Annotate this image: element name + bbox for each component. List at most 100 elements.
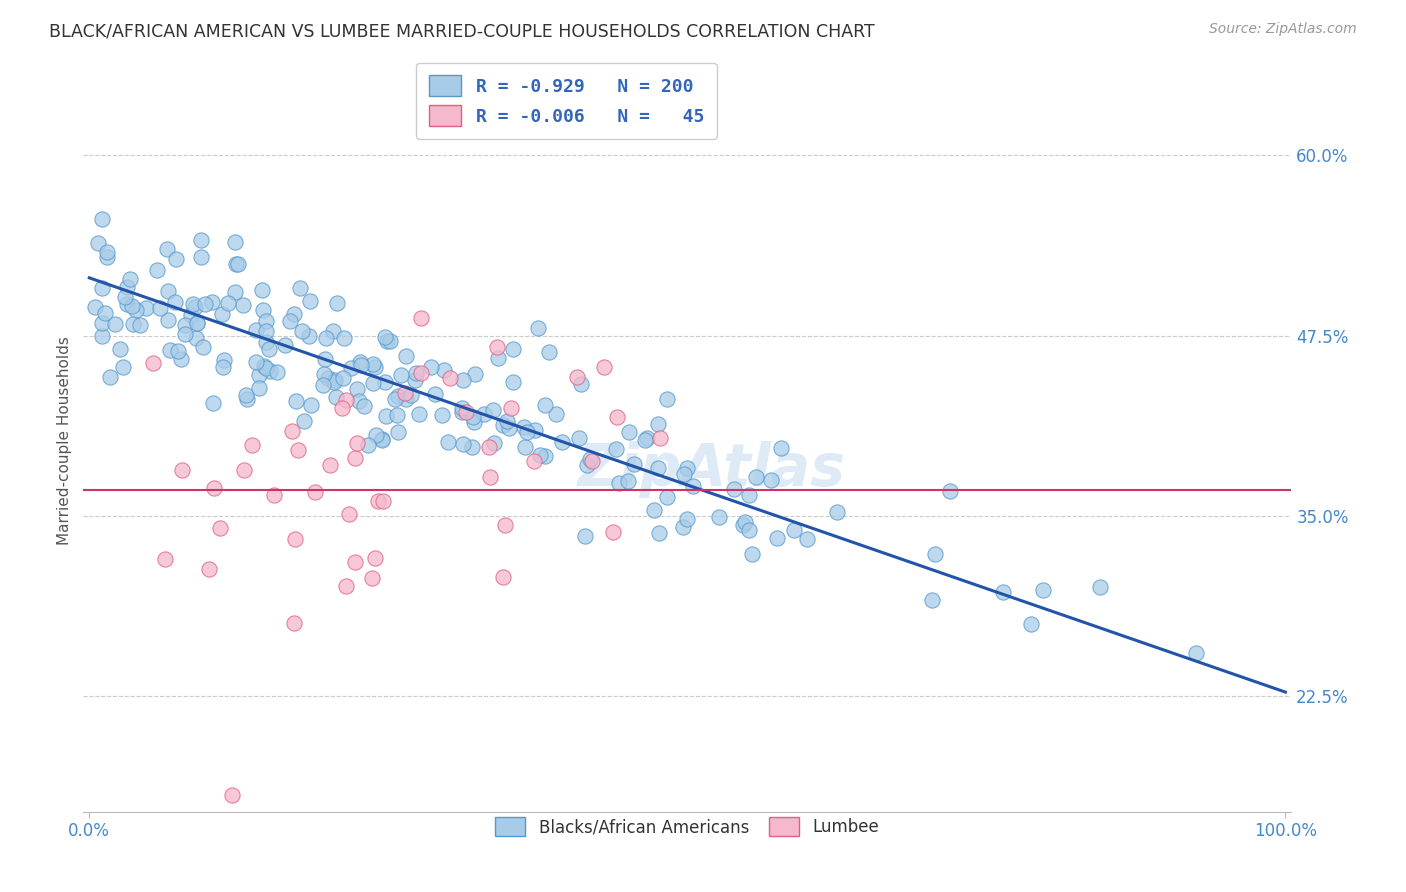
- Point: [224, 285, 246, 299]
- Point: [605, 442, 627, 457]
- Point: [513, 440, 536, 454]
- Point: [283, 616, 305, 631]
- Point: [316, 371, 339, 385]
- Point: [211, 307, 233, 321]
- Text: Source: ZipAtlas.com: Source: ZipAtlas.com: [1209, 22, 1357, 37]
- Point: [344, 451, 367, 466]
- Point: [526, 321, 548, 335]
- Point: [766, 531, 789, 545]
- Point: [115, 297, 138, 311]
- Point: [623, 458, 645, 472]
- Point: [353, 399, 375, 413]
- Point: [745, 470, 768, 484]
- Point: [494, 518, 516, 533]
- Point: [384, 392, 406, 407]
- Point: [235, 388, 257, 402]
- Point: [284, 532, 307, 546]
- Point: [180, 308, 202, 322]
- Point: [534, 450, 557, 464]
- Point: [551, 434, 574, 449]
- Point: [104, 317, 127, 331]
- Point: [186, 316, 208, 330]
- Point: [298, 293, 321, 308]
- Point: [190, 250, 212, 264]
- Legend: Blacks/African Americans, Lumbee: Blacks/African Americans, Lumbee: [486, 808, 887, 845]
- Point: [482, 436, 505, 450]
- Point: [240, 438, 263, 452]
- Point: [738, 523, 761, 537]
- Point: [225, 256, 247, 270]
- Point: [125, 302, 148, 317]
- Point: [323, 372, 346, 386]
- Point: [114, 290, 136, 304]
- Point: [592, 360, 614, 375]
- Point: [657, 392, 679, 407]
- Point: [606, 410, 628, 425]
- Point: [112, 360, 135, 375]
- Point: [283, 307, 305, 321]
- Point: [96, 251, 118, 265]
- Point: [523, 454, 546, 468]
- Point: [274, 337, 297, 351]
- Point: [91, 316, 114, 330]
- Point: [574, 529, 596, 543]
- Point: [167, 343, 190, 358]
- Point: [90, 329, 112, 343]
- Point: [322, 324, 344, 338]
- Point: [602, 524, 624, 539]
- Point: [423, 386, 446, 401]
- Point: [314, 351, 336, 366]
- Point: [323, 376, 346, 390]
- Point: [194, 297, 217, 311]
- Point: [648, 431, 671, 445]
- Point: [315, 331, 337, 345]
- Point: [723, 482, 745, 496]
- Point: [340, 361, 363, 376]
- Point: [385, 408, 408, 422]
- Point: [326, 295, 349, 310]
- Point: [675, 460, 697, 475]
- Point: [121, 299, 143, 313]
- Point: [245, 323, 267, 337]
- Point: [312, 377, 335, 392]
- Point: [173, 318, 195, 332]
- Point: [512, 420, 534, 434]
- Point: [149, 301, 172, 315]
- Point: [247, 381, 270, 395]
- Point: [361, 571, 384, 585]
- Point: [173, 326, 195, 341]
- Point: [491, 570, 513, 584]
- Point: [120, 272, 142, 286]
- Point: [647, 417, 669, 432]
- Point: [648, 525, 671, 540]
- Point: [198, 561, 221, 575]
- Point: [375, 409, 398, 423]
- Point: [783, 524, 806, 538]
- Point: [330, 401, 353, 415]
- Point: [409, 311, 432, 326]
- Point: [212, 353, 235, 368]
- Point: [184, 331, 207, 345]
- Point: [284, 394, 307, 409]
- Point: [165, 252, 187, 267]
- Point: [617, 425, 640, 440]
- Point: [356, 437, 378, 451]
- Point: [263, 488, 285, 502]
- Point: [335, 392, 357, 407]
- Point: [361, 376, 384, 390]
- Point: [394, 386, 416, 401]
- Point: [87, 236, 110, 251]
- Point: [252, 359, 274, 373]
- Point: [437, 434, 460, 449]
- Point: [581, 454, 603, 468]
- Point: [129, 318, 152, 332]
- Point: [364, 551, 387, 566]
- Point: [98, 369, 121, 384]
- Point: [90, 211, 112, 226]
- Point: [374, 376, 396, 390]
- Point: [292, 414, 315, 428]
- Point: [375, 334, 398, 348]
- Point: [83, 300, 105, 314]
- Point: [278, 313, 301, 327]
- Y-axis label: Married-couple Households: Married-couple Households: [58, 335, 72, 545]
